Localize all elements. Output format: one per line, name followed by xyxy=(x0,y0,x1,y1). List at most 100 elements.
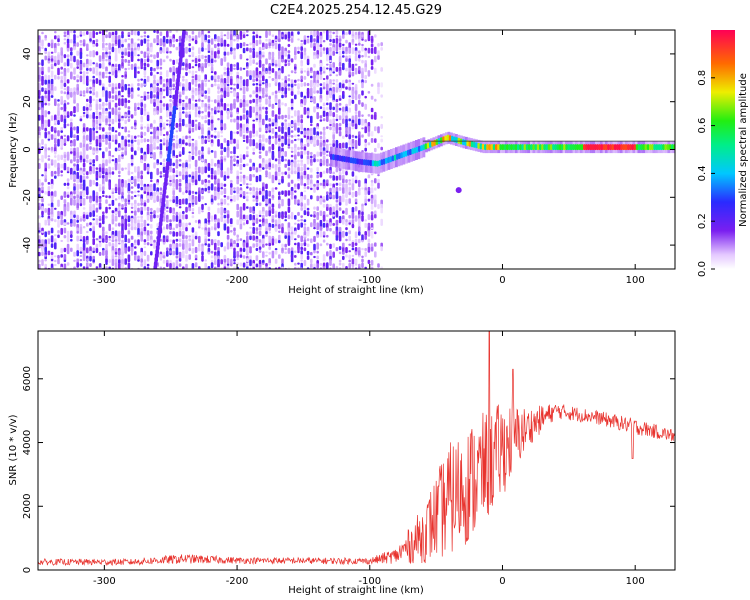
noise-cell xyxy=(70,159,73,164)
noise-cell xyxy=(278,254,281,259)
signal-core-cell xyxy=(666,144,670,151)
noise-cell xyxy=(278,63,281,68)
noise-cell xyxy=(361,211,364,216)
noise-cell xyxy=(210,119,214,124)
noise-cell xyxy=(57,138,60,145)
noise-cell xyxy=(345,130,348,135)
noise-cell xyxy=(47,203,51,206)
noise-cell xyxy=(364,74,367,80)
noise-cell xyxy=(82,131,86,136)
noise-cell xyxy=(348,262,351,269)
noise-cell xyxy=(249,110,252,118)
noise-cell xyxy=(63,158,67,163)
snr-y-label: SNR (10 * v/v) xyxy=(8,414,19,485)
noise-cell xyxy=(236,78,239,86)
noise-cell xyxy=(374,114,377,120)
noise-cell xyxy=(342,230,345,238)
noise-cell xyxy=(188,195,191,202)
noise-cell xyxy=(268,54,271,60)
streak-cell xyxy=(153,269,157,274)
noise-cell xyxy=(313,186,316,193)
noise-cell xyxy=(92,210,95,217)
noise-cell xyxy=(297,122,300,127)
noise-cell xyxy=(300,246,303,251)
noise-cell xyxy=(223,147,227,153)
noise-cell xyxy=(294,134,297,138)
noise-cell xyxy=(63,91,67,95)
noise-cell xyxy=(214,74,217,80)
noise-cell xyxy=(294,110,297,117)
noise-cell xyxy=(108,118,111,123)
noise-cell xyxy=(150,211,153,215)
noise-cell xyxy=(204,94,207,100)
noise-cell xyxy=(294,154,297,160)
noise-cell xyxy=(204,90,207,94)
noise-cell xyxy=(98,238,102,242)
noise-cell xyxy=(278,266,281,269)
noise-cell xyxy=(262,66,265,73)
noise-cell xyxy=(351,207,355,213)
noise-cell xyxy=(47,230,51,235)
noise-cell xyxy=(332,99,335,102)
noise-cell xyxy=(230,51,233,55)
noise-cell xyxy=(290,190,294,196)
noise-cell xyxy=(76,74,79,79)
noise-cell xyxy=(316,139,319,146)
noise-cell xyxy=(242,42,246,47)
noise-cell xyxy=(108,35,111,39)
spectrogram-y-label: Frequency (Hz) xyxy=(8,112,19,188)
signal-core-cell xyxy=(594,144,597,151)
noise-cell xyxy=(271,34,275,38)
noise-cell xyxy=(182,210,185,215)
noise-cell xyxy=(210,259,214,263)
noise-cell xyxy=(159,171,163,175)
noise-cell xyxy=(70,247,73,252)
noise-cell xyxy=(316,186,319,191)
signal-core-cell xyxy=(552,144,555,151)
noise-cell xyxy=(82,218,86,222)
noise-cell xyxy=(306,82,310,87)
noise-cell xyxy=(207,231,211,237)
noise-cell xyxy=(194,195,198,204)
noise-cell xyxy=(38,163,41,169)
signal-core-cell xyxy=(635,144,639,151)
noise-cell xyxy=(348,182,351,186)
noise-cell xyxy=(370,66,374,70)
noise-cell xyxy=(377,126,380,134)
noise-cell xyxy=(127,143,131,147)
noise-cell xyxy=(210,134,214,138)
noise-cell xyxy=(358,79,361,83)
noise-cell xyxy=(140,62,143,68)
noise-cell xyxy=(194,219,198,223)
noise-cell xyxy=(233,155,236,158)
noise-cell xyxy=(166,262,169,267)
noise-cell xyxy=(98,126,102,131)
noise-cell xyxy=(76,262,79,268)
noise-cell xyxy=(354,263,358,266)
noise-cell xyxy=(332,71,335,74)
noise-cell xyxy=(230,87,233,90)
noise-cell xyxy=(118,250,121,256)
noise-cell xyxy=(95,139,99,145)
noise-cell xyxy=(175,122,179,128)
noise-cell xyxy=(361,82,364,89)
noise-cell xyxy=(271,242,275,246)
noise-cell xyxy=(86,71,89,75)
noise-cell xyxy=(95,110,99,115)
noise-cell xyxy=(156,43,159,46)
noise-cell xyxy=(198,79,201,82)
noise-cell xyxy=(303,163,307,171)
noise-cell xyxy=(354,202,358,205)
noise-cell xyxy=(262,75,265,82)
noise-cell xyxy=(98,98,102,103)
noise-cell xyxy=(246,186,249,189)
noise-cell xyxy=(86,75,89,82)
noise-cell xyxy=(210,158,214,167)
noise-cell xyxy=(274,42,278,50)
noise-cell xyxy=(242,174,246,180)
noise-cell xyxy=(223,103,227,111)
noise-cell xyxy=(217,118,220,121)
signal-core-cell xyxy=(613,144,617,151)
noise-cell xyxy=(191,190,195,194)
